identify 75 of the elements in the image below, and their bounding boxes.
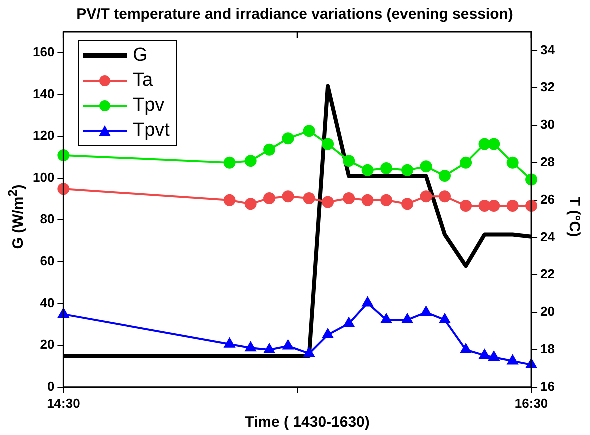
y2-axis-title: T (°C) <box>566 196 583 238</box>
x-axis-title: Time ( 1430-1630) <box>244 414 371 431</box>
point <box>488 138 500 150</box>
y-tick-label: 80 <box>40 212 55 227</box>
point <box>478 200 491 212</box>
point <box>303 192 316 204</box>
point <box>362 164 374 176</box>
point <box>246 342 256 352</box>
y2-tick-label: 18 <box>540 342 556 357</box>
point <box>460 156 472 169</box>
point <box>362 297 374 307</box>
point <box>344 318 354 328</box>
legend-label: Ta <box>133 69 154 93</box>
y2-tick-label: 30 <box>540 117 556 132</box>
legend-label: Tpv <box>133 94 165 118</box>
point <box>420 160 432 173</box>
point <box>244 198 257 210</box>
point <box>438 170 451 182</box>
y-tick-label: 60 <box>40 254 55 269</box>
y2-tick-label: 16 <box>540 378 556 394</box>
point <box>322 138 334 150</box>
x-tick-label: 16:30 <box>514 396 548 411</box>
y2-tick-label: 32 <box>540 80 556 95</box>
legend-label: Tpvt <box>133 119 170 143</box>
point <box>420 190 432 203</box>
point <box>343 192 356 204</box>
chart-title: PV/T temperature and irradiance variations (evening session) <box>76 6 514 23</box>
y-tick-label: 100 <box>32 170 55 185</box>
point <box>507 355 518 365</box>
y-tick-label: 140 <box>32 86 55 102</box>
point <box>264 192 276 204</box>
point <box>282 190 294 203</box>
point <box>438 190 451 203</box>
point <box>304 348 315 358</box>
y-tick-label: 0 <box>47 378 55 394</box>
point <box>322 196 334 208</box>
point <box>506 156 519 169</box>
point <box>506 200 519 212</box>
point <box>264 144 276 156</box>
point <box>224 194 236 206</box>
point <box>440 314 450 324</box>
point <box>264 344 275 354</box>
point <box>282 340 294 350</box>
point <box>380 162 393 175</box>
y2-tick-label: 26 <box>540 192 556 207</box>
y2-tick-label: 34 <box>540 42 556 58</box>
point <box>322 329 334 339</box>
y2-tick-label: 24 <box>540 229 556 244</box>
y-tick-label: 160 <box>32 44 55 60</box>
point <box>343 155 356 168</box>
y-tick-label: 120 <box>32 128 55 144</box>
point <box>488 200 500 212</box>
point <box>402 164 414 176</box>
y2-tick-label: 28 <box>540 154 556 170</box>
y-tick-label: 40 <box>40 295 55 310</box>
x-tick-label: 14:30 <box>47 396 80 411</box>
point <box>224 338 236 348</box>
point <box>303 125 316 138</box>
point <box>402 198 414 210</box>
point <box>402 314 413 324</box>
point <box>282 132 294 145</box>
point <box>244 155 257 168</box>
point <box>488 351 500 361</box>
y2-tick-label: 22 <box>540 266 556 282</box>
point <box>460 344 472 354</box>
point <box>362 194 374 206</box>
point <box>381 314 392 324</box>
y2-tick-label: 20 <box>540 304 556 320</box>
point <box>420 306 432 316</box>
legend-label: G <box>133 44 148 68</box>
point <box>380 194 393 206</box>
point <box>224 156 236 169</box>
point <box>460 200 472 212</box>
point <box>479 350 490 360</box>
y-tick-label: 20 <box>40 337 55 352</box>
